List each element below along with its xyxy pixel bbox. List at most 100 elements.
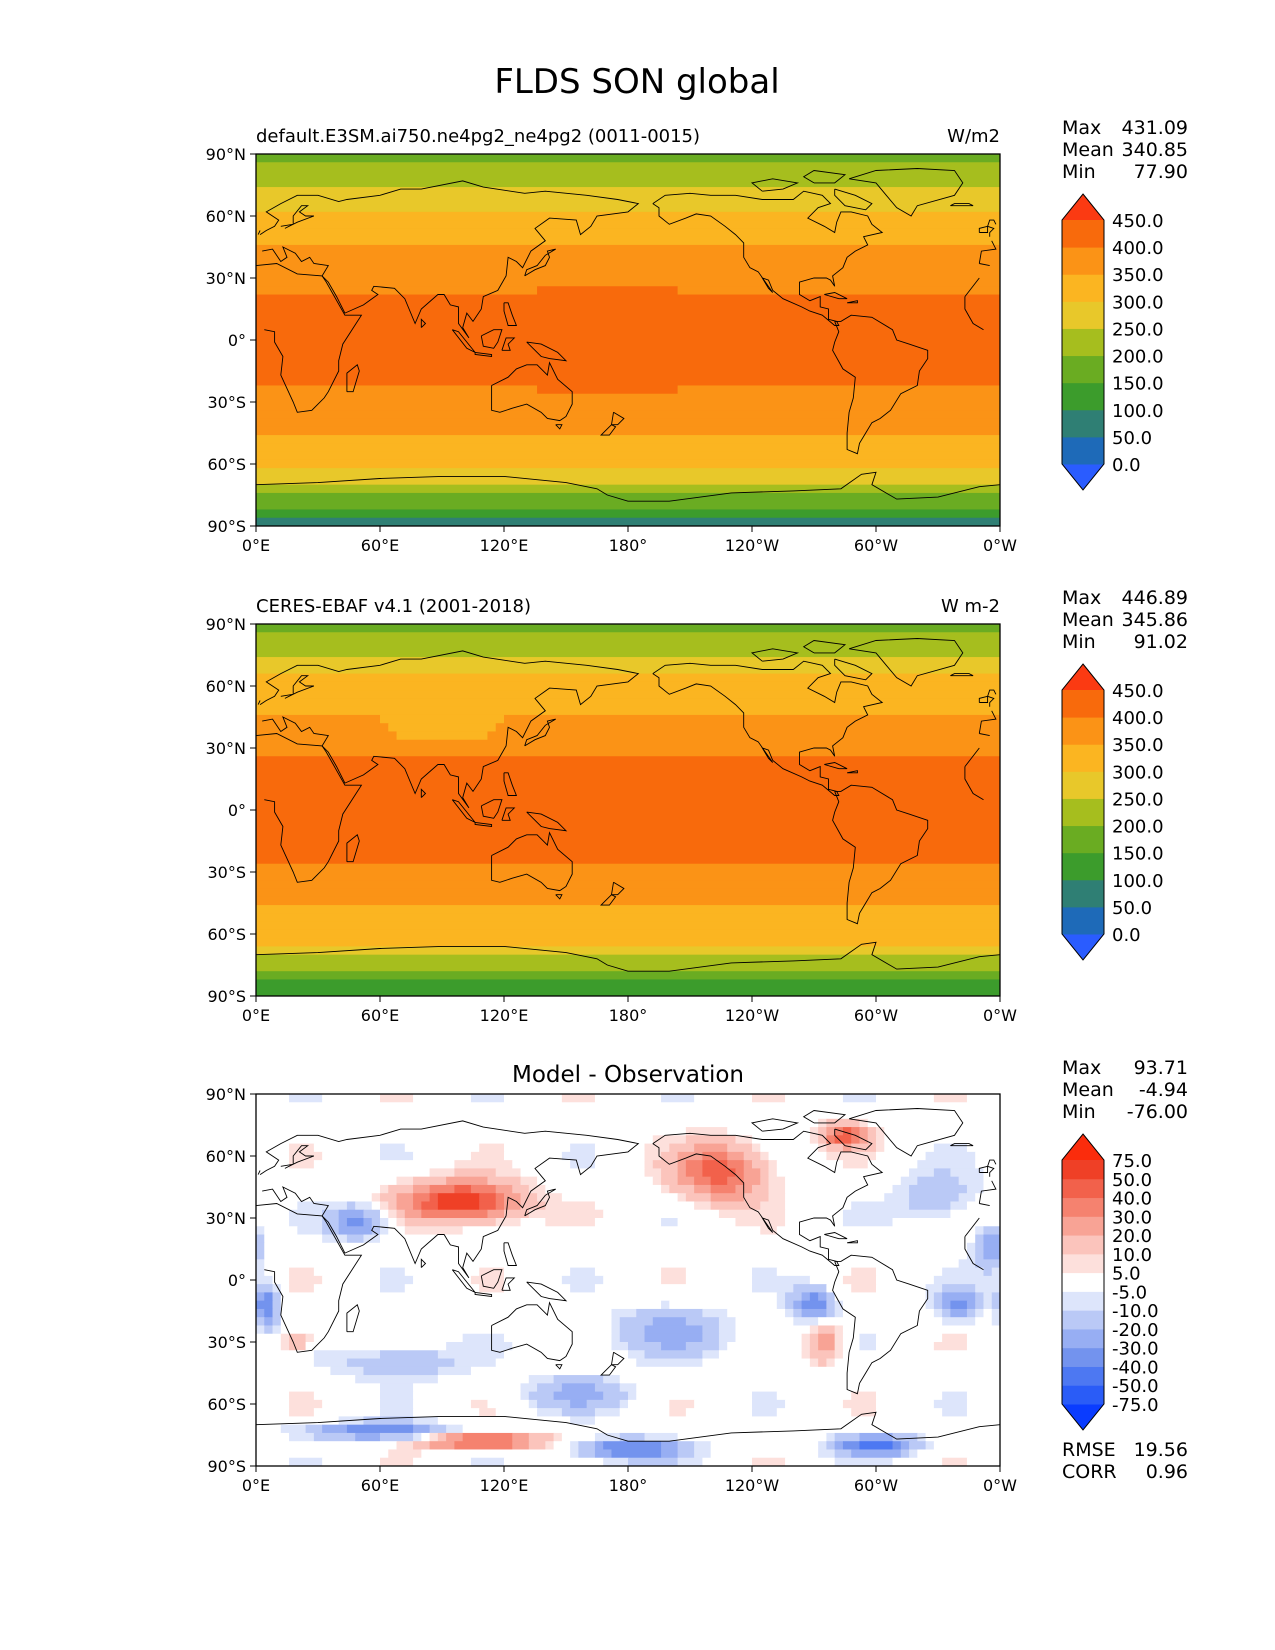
lat-tick-label: 30°S (207, 863, 246, 882)
panel-center-title: Model - Observation (512, 1062, 744, 1088)
colorbar-label: 300.0 (1112, 292, 1164, 313)
lon-tick-label: 60°E (361, 1006, 399, 1025)
panel-obs: CERES-EBAF v4.1 (2001-2018) W m-2 90°N 60°N… (206, 587, 1188, 1025)
panels: default.E3SM.ai750.ne4pg2_ne4pg2 (0011-0… (206, 117, 1188, 1495)
lat-tick-label: 0° (228, 331, 246, 350)
stat-value: 19.56 (1134, 1439, 1188, 1461)
lat-tick-label: 60°S (207, 1395, 246, 1414)
stats-block: Max 446.89 Mean 345.86 Min 91.02 (1062, 587, 1188, 653)
lat-tick-label: 30°N (206, 1209, 246, 1228)
lon-tick-label: 120°W (725, 1476, 780, 1495)
stat-value: 340.85 (1122, 139, 1188, 161)
colorbar-label: 200.0 (1112, 817, 1164, 838)
panel-model: default.E3SM.ai750.ne4pg2_ne4pg2 (0011-0… (206, 117, 1188, 555)
colorbar-label: 0.0 (1112, 925, 1141, 946)
stat-label: Max (1062, 117, 1101, 139)
stat-value: 93.71 (1134, 1057, 1188, 1079)
stat-value: 345.86 (1122, 609, 1188, 631)
lon-tick-label: 60°W (854, 536, 898, 555)
colorbar-label: -30.0 (1112, 1339, 1159, 1360)
coastlines (256, 168, 1000, 502)
colorbar-label: -20.0 (1112, 1320, 1159, 1341)
lat-tick-label: 90°N (206, 145, 246, 164)
lon-tick-label: 60°W (854, 1476, 898, 1495)
lon-tick-label: 120°W (725, 536, 780, 555)
colorbar-label: 100.0 (1112, 871, 1164, 892)
stat-label: RMSE (1062, 1439, 1116, 1461)
lon-tick-label: 0°W (983, 536, 1017, 555)
lat-tick-label: 0° (228, 1271, 246, 1290)
colorbar-label: -40.0 (1112, 1357, 1159, 1378)
coastlines (256, 1108, 1000, 1442)
lon-tick-label: 180° (609, 1476, 648, 1495)
stat-value: 91.02 (1134, 631, 1188, 653)
stat-label: Min (1062, 631, 1096, 653)
colorbar-label: 10.0 (1112, 1245, 1152, 1266)
colorbar-label: 450.0 (1112, 681, 1164, 702)
colorbar-label: 0.0 (1112, 455, 1141, 476)
colorbar-label: -75.0 (1112, 1395, 1159, 1416)
lon-tick-label: 0°W (983, 1476, 1017, 1495)
lon-tick-label: 120°E (480, 1006, 529, 1025)
colorbar-label: 300.0 (1112, 762, 1164, 783)
colorbar-label: 50.0 (1112, 428, 1152, 449)
colorbar-label: 250.0 (1112, 789, 1164, 810)
stats-block: Max 431.09 Mean 340.85 Min 77.90 (1062, 117, 1188, 183)
stat-value: 431.09 (1122, 117, 1188, 139)
lat-tick-label: 30°N (206, 269, 246, 288)
colorbar: 450.0 400.0 350.0 300.0 250.0 200.0 150.0 100.0… (1061, 193, 1164, 491)
figure-title: FLDS SON global (494, 62, 779, 102)
panel-diff: Model - Observation 90°N 60°N 30°N 0° 30°S 60°… (206, 1057, 1188, 1495)
stat-label: Min (1062, 161, 1096, 183)
colorbar-label: 150.0 (1112, 844, 1164, 865)
colorbar-label: 5.0 (1112, 1264, 1141, 1285)
colorbar: 75.050.040.030.020.010.05.0-5.0-10.0-20.… (1061, 1133, 1159, 1431)
lon-tick-label: 120°E (480, 536, 529, 555)
colorbar-label: 400.0 (1112, 708, 1164, 729)
lat-tick-label: 90°S (207, 517, 246, 536)
stat-label: CORR (1062, 1461, 1117, 1483)
colorbar-label: 250.0 (1112, 319, 1164, 340)
lat-tick-label: 30°N (206, 739, 246, 758)
stat-value: 446.89 (1122, 587, 1188, 609)
colorbar-label: 400.0 (1112, 238, 1164, 259)
colorbar-label: -50.0 (1112, 1376, 1159, 1397)
lon-tick-label: 180° (609, 536, 648, 555)
lat-tick-label: 60°N (206, 677, 246, 696)
colorbar-label: 200.0 (1112, 347, 1164, 368)
lat-tick-label: 90°S (207, 1457, 246, 1476)
stat-value: -4.94 (1139, 1079, 1188, 1101)
lon-tick-label: 60°W (854, 1006, 898, 1025)
colorbar-label: 450.0 (1112, 211, 1164, 232)
panel-left-title: CERES-EBAF v4.1 (2001-2018) (256, 596, 531, 617)
lon-tick-label: 60°E (361, 536, 399, 555)
lon-tick-label: 0°E (242, 1476, 270, 1495)
panel-units: W/m2 (947, 126, 1000, 147)
panel-left-title: default.E3SM.ai750.ne4pg2_ne4pg2 (0011-0… (256, 126, 700, 147)
lon-tick-label: 120°W (725, 1006, 780, 1025)
lon-tick-label: 0°E (242, 1006, 270, 1025)
lat-tick-label: 60°S (207, 455, 246, 474)
colorbar-label: 20.0 (1112, 1226, 1152, 1247)
colorbar-label: -10.0 (1112, 1301, 1159, 1322)
stat-value: 0.96 (1146, 1461, 1188, 1483)
stat-label: Min (1062, 1101, 1096, 1123)
lon-tick-label: 60°E (361, 1476, 399, 1495)
lon-tick-label: 0°W (983, 1006, 1017, 1025)
lat-tick-label: 60°N (206, 1147, 246, 1166)
colorbar-label: 75.0 (1112, 1151, 1152, 1172)
stat-label: Mean (1062, 139, 1114, 161)
lat-tick-label: 0° (228, 801, 246, 820)
lat-tick-label: 90°N (206, 1085, 246, 1104)
stat-label: Mean (1062, 609, 1114, 631)
stat-value: -76.00 (1127, 1101, 1188, 1123)
stat-label: Max (1062, 587, 1101, 609)
lon-tick-label: 120°E (480, 1476, 529, 1495)
stat-value: 77.90 (1134, 161, 1188, 183)
stat-label: Max (1062, 1057, 1101, 1079)
colorbar-label: 50.0 (1112, 1170, 1152, 1191)
panel-units: W m-2 (941, 596, 1000, 617)
lon-tick-label: 180° (609, 1006, 648, 1025)
lat-tick-label: 90°N (206, 615, 246, 634)
